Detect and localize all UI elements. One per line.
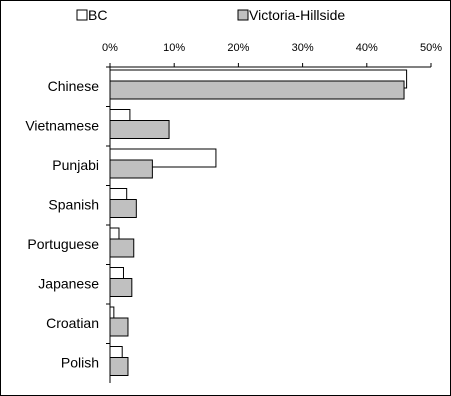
category-label: Croatian xyxy=(46,315,99,331)
bar-victoria-hillside xyxy=(109,120,170,139)
x-tick-label: 20% xyxy=(227,42,249,54)
bar-victoria-hillside xyxy=(109,159,153,179)
category-label: Portuguese xyxy=(27,236,99,252)
bar-victoria-hillside xyxy=(109,238,135,258)
category-labels: Chinese Vietnamese Punjabi Spanish Portugues… xyxy=(25,78,99,371)
x-tick-label: 40% xyxy=(356,42,378,54)
legend-swatch-victoria-hillside xyxy=(237,9,249,21)
category-label: Vietnamese xyxy=(25,118,99,134)
legend-label-victoria-hillside: Victoria-Hillside xyxy=(249,7,345,23)
category-label: Chinese xyxy=(48,78,100,94)
x-tick-label: 10% xyxy=(163,42,185,54)
bar-victoria-hillside xyxy=(109,278,133,297)
legend: BC Victoria-Hillside xyxy=(76,7,345,23)
legend-label-bc: BC xyxy=(88,7,107,23)
legend-swatch-bc xyxy=(76,9,88,21)
x-tick-label: 0% xyxy=(102,42,118,54)
category-label: Polish xyxy=(61,355,99,371)
x-tick-label: 50% xyxy=(420,42,442,54)
bar-victoria-hillside xyxy=(109,199,137,218)
bar-victoria-hillside xyxy=(109,357,129,376)
category-label: Spanish xyxy=(48,197,99,213)
bar-victoria-hillside xyxy=(109,80,405,100)
category-label: Japanese xyxy=(38,276,99,292)
bars xyxy=(109,69,408,376)
x-tick-label: 30% xyxy=(292,42,314,54)
bar-victoria-hillside xyxy=(109,317,129,337)
category-label: Punjabi xyxy=(52,157,99,173)
